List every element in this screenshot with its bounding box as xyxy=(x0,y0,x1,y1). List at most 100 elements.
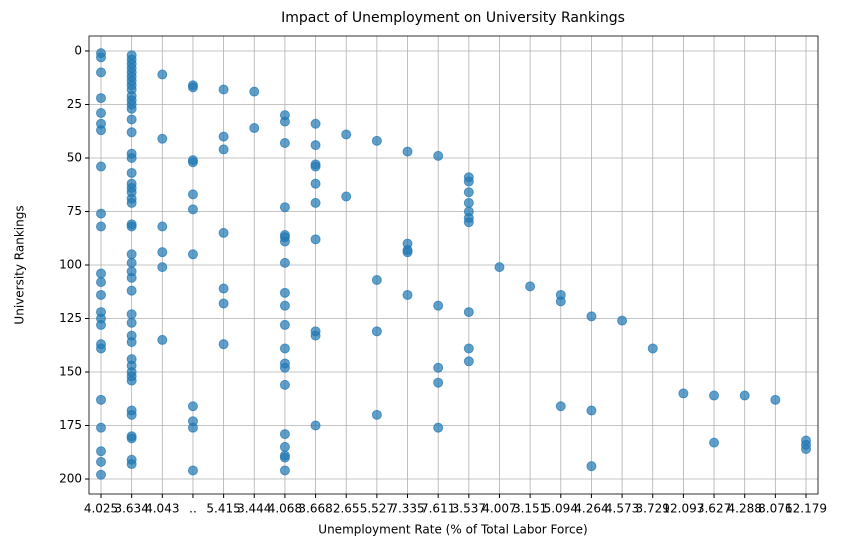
point xyxy=(218,283,229,294)
point xyxy=(279,236,290,247)
x-tick-label: 3.634 xyxy=(114,502,148,516)
point xyxy=(249,86,260,97)
x-tick-label: 12.179 xyxy=(785,502,827,516)
point xyxy=(371,135,382,146)
point xyxy=(96,289,106,300)
point xyxy=(555,401,566,412)
point xyxy=(279,429,290,440)
point xyxy=(433,377,444,388)
point xyxy=(126,337,137,348)
x-tick-label: 5.527 xyxy=(360,502,394,516)
point xyxy=(96,394,106,405)
point xyxy=(310,234,321,245)
y-tick-label: 125 xyxy=(59,311,82,325)
x-tick-label: 4.264 xyxy=(574,502,608,516)
point xyxy=(402,146,413,157)
point xyxy=(341,191,352,202)
y-tick-label: 75 xyxy=(67,204,82,218)
point xyxy=(126,114,137,125)
point xyxy=(279,319,290,330)
x-tick-label: 3.627 xyxy=(697,502,731,516)
x-tick-label: 12.097 xyxy=(662,502,704,516)
point xyxy=(126,309,137,320)
point xyxy=(187,249,198,260)
x-tick-label: 3.537 xyxy=(452,502,486,516)
point xyxy=(157,247,168,258)
point xyxy=(310,161,321,172)
point xyxy=(157,262,168,273)
x-tick-label: 3.729 xyxy=(636,502,670,516)
point xyxy=(157,334,168,345)
point xyxy=(187,204,198,215)
point xyxy=(126,127,137,138)
point xyxy=(463,307,474,318)
point xyxy=(279,287,290,298)
y-tick-label: 200 xyxy=(59,472,82,486)
point xyxy=(96,277,106,288)
x-tick-label: 4.288 xyxy=(728,502,762,516)
point xyxy=(310,197,321,208)
point xyxy=(96,446,106,457)
point xyxy=(96,319,106,330)
point xyxy=(279,379,290,390)
point xyxy=(126,249,137,260)
x-tick-label: 4.068 xyxy=(268,502,302,516)
point xyxy=(126,375,137,386)
x-tick-label: 2.65 xyxy=(333,502,360,516)
point xyxy=(279,116,290,127)
point xyxy=(433,422,444,433)
point xyxy=(218,339,229,350)
point xyxy=(96,108,106,119)
y-tick-label: 175 xyxy=(59,418,82,432)
point xyxy=(279,441,290,452)
point xyxy=(310,420,321,431)
point xyxy=(187,157,198,168)
point xyxy=(463,187,474,198)
point xyxy=(96,221,106,232)
point xyxy=(310,330,321,341)
point xyxy=(187,465,198,476)
point xyxy=(96,456,106,467)
point xyxy=(126,409,137,420)
point xyxy=(555,296,566,307)
point xyxy=(126,317,137,328)
point xyxy=(463,176,474,187)
point xyxy=(433,300,444,311)
point xyxy=(126,221,137,232)
point xyxy=(586,405,597,416)
point xyxy=(96,67,106,78)
point xyxy=(96,208,106,219)
x-tick-label: 8.076 xyxy=(758,502,792,516)
y-tick-label: 150 xyxy=(59,365,82,379)
point xyxy=(463,356,474,367)
point xyxy=(157,133,168,144)
point xyxy=(433,150,444,161)
point xyxy=(463,217,474,228)
x-tick-label: 5.094 xyxy=(544,502,578,516)
point xyxy=(96,93,106,104)
point xyxy=(157,69,168,80)
point xyxy=(218,298,229,309)
point xyxy=(187,189,198,200)
point xyxy=(96,469,106,480)
x-tick-label: 4.025 xyxy=(84,502,118,516)
x-tick-label: 3.444 xyxy=(237,502,271,516)
point xyxy=(310,118,321,129)
point xyxy=(310,140,321,151)
point xyxy=(126,152,137,163)
x-tick-label: 7.611 xyxy=(421,502,455,516)
point xyxy=(402,289,413,300)
point xyxy=(433,362,444,373)
point xyxy=(279,452,290,463)
point xyxy=(126,167,137,178)
point xyxy=(371,409,382,420)
point xyxy=(371,326,382,337)
point xyxy=(402,247,413,258)
point xyxy=(96,343,106,354)
point xyxy=(647,343,658,354)
point xyxy=(126,285,137,296)
point xyxy=(801,444,811,455)
point xyxy=(279,362,290,373)
y-tick-label: 100 xyxy=(59,258,82,272)
